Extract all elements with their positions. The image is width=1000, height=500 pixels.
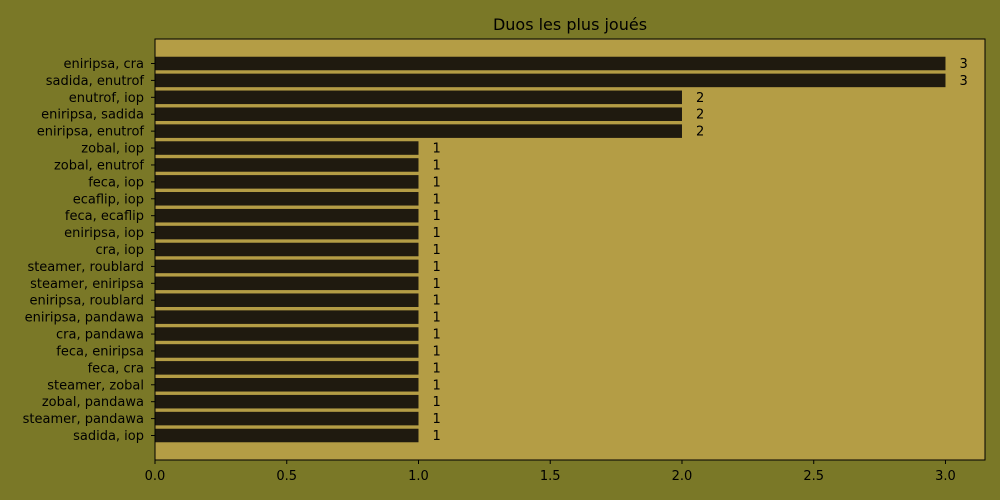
bar xyxy=(155,90,682,105)
x-tick-label: 1.0 xyxy=(408,469,429,484)
y-tick-label: feca, eniripsa xyxy=(56,344,144,359)
bar-value-label: 1 xyxy=(432,378,440,393)
bar xyxy=(155,378,419,392)
y-tick-label: eniripsa, iop xyxy=(64,226,144,241)
bar-value-label: 1 xyxy=(432,395,440,410)
bar xyxy=(155,107,682,121)
x-tick-label: 2.0 xyxy=(672,469,693,484)
bar-value-label: 2 xyxy=(696,91,704,106)
y-tick-label: feca, iop xyxy=(88,175,144,190)
y-tick-label: enutrof, iop xyxy=(69,91,144,106)
x-axis: 0.0 0.5 1.0 1.5 2.0 2.5 3.0 xyxy=(145,460,956,484)
x-tick-label: 2.5 xyxy=(803,469,824,484)
bar-value-label: 1 xyxy=(432,412,440,427)
bar xyxy=(155,242,419,257)
bar xyxy=(155,73,946,88)
bar xyxy=(155,276,419,291)
bar xyxy=(155,208,419,223)
bar xyxy=(155,394,419,409)
bar-value-label: 2 xyxy=(696,108,704,123)
y-tick-label: steamer, eniripsa xyxy=(30,277,144,292)
x-tick-label: 3.0 xyxy=(935,469,956,484)
bar xyxy=(155,310,419,324)
y-axis: eniripsa, cra sadida, enutrof enutrof, iop… xyxy=(23,57,155,444)
y-tick-label: eniripsa, pandawa xyxy=(25,311,144,326)
y-tick-label: cra, iop xyxy=(95,243,144,258)
bar-value-label: 1 xyxy=(432,243,440,258)
bar xyxy=(155,192,419,206)
y-tick-label: sadida, iop xyxy=(73,429,144,444)
bar-value-label: 1 xyxy=(432,277,440,292)
bars-group xyxy=(155,56,946,443)
bar-value-label: 1 xyxy=(432,361,440,376)
plot-frame xyxy=(154,38,986,461)
bar xyxy=(155,124,682,138)
bar-value-label: 1 xyxy=(432,192,440,207)
y-tick-label: ecaflip, iop xyxy=(73,192,144,207)
y-tick-label: eniripsa, cra xyxy=(63,57,144,72)
bar xyxy=(155,158,419,172)
y-tick-label: zobal, enutrof xyxy=(54,158,144,173)
y-tick-label: eniripsa, sadida xyxy=(41,108,144,123)
bar xyxy=(155,428,419,443)
bar-value-label: 1 xyxy=(432,142,440,157)
bar-value-label: 1 xyxy=(432,344,440,359)
bar xyxy=(155,225,419,240)
x-tick-label: 1.5 xyxy=(540,469,561,484)
bar-value-label: 1 xyxy=(432,429,440,444)
bar-value-label: 1 xyxy=(432,294,440,309)
bar xyxy=(155,56,946,71)
chart-title: Duos les plus joués xyxy=(493,15,647,34)
x-tick-label: 0.0 xyxy=(145,469,166,484)
bar-value-label: 1 xyxy=(432,260,440,275)
bar-value-label: 2 xyxy=(696,125,704,140)
bar-value-label: 1 xyxy=(432,158,440,173)
y-tick-label: zobal, pandawa xyxy=(42,395,144,410)
bar-value-label: 1 xyxy=(432,209,440,224)
bar-value-label: 1 xyxy=(432,175,440,190)
bar-value-label: 1 xyxy=(432,311,440,326)
bar xyxy=(155,141,419,155)
y-tick-label: steamer, pandawa xyxy=(23,412,144,427)
y-tick-label: steamer, zobal xyxy=(47,378,144,393)
bar xyxy=(155,259,419,274)
bar xyxy=(155,293,419,307)
y-tick-label: feca, cra xyxy=(88,361,144,376)
bar xyxy=(155,327,419,341)
bar-value-label: 1 xyxy=(432,328,440,343)
bar xyxy=(155,344,419,358)
y-tick-label: feca, ecaflip xyxy=(65,209,144,224)
y-tick-label: eniripsa, roublard xyxy=(29,294,144,309)
x-tick-label: 0.5 xyxy=(276,469,297,484)
bar-value-label: 1 xyxy=(432,226,440,241)
y-tick-label: eniripsa, enutrof xyxy=(37,125,145,140)
y-tick-label: sadida, enutrof xyxy=(46,74,145,89)
bar-value-label: 3 xyxy=(959,57,967,72)
y-tick-label: zobal, iop xyxy=(81,142,144,157)
y-tick-label: steamer, roublard xyxy=(27,260,144,275)
bar-value-label: 3 xyxy=(959,74,967,89)
bar xyxy=(155,361,419,375)
bar xyxy=(155,175,419,189)
y-tick-label: cra, pandawa xyxy=(56,328,144,343)
bar xyxy=(155,411,419,426)
